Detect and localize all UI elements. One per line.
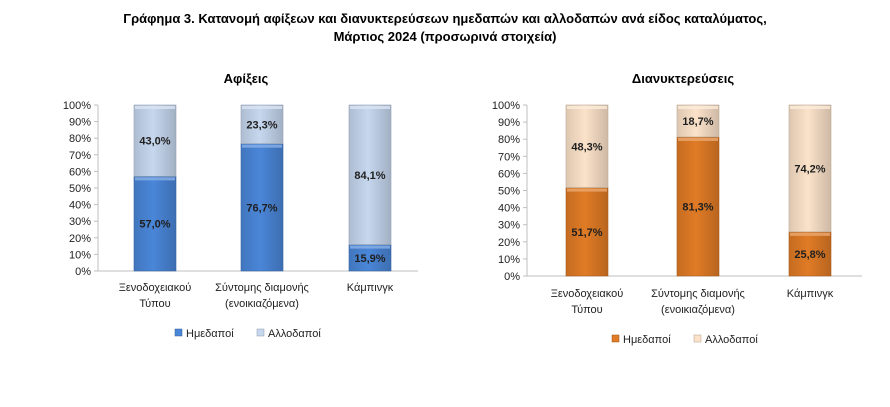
- y-tick-label: 40%: [69, 200, 91, 212]
- y-tick-label: 0%: [75, 266, 91, 278]
- bar-highlight: [567, 106, 607, 109]
- data-label: 25,8%: [794, 249, 825, 261]
- y-tick-label: 50%: [69, 183, 91, 195]
- legend-swatch: [693, 334, 702, 343]
- data-label: 74,2%: [794, 163, 825, 175]
- category-label: Ξενοδοχειακού: [119, 282, 192, 294]
- y-tick-label: 0%: [504, 271, 520, 283]
- bar-segment-foreign: [348, 104, 392, 245]
- y-tick-label: 40%: [498, 203, 520, 215]
- y-tick-label: 10%: [69, 249, 91, 261]
- data-label: 48,3%: [571, 141, 602, 153]
- category-label: Ξενοδοχειακού: [551, 288, 624, 300]
- bar-highlight: [790, 106, 830, 109]
- bar-highlight: [350, 245, 390, 249]
- category-label: Τύπου: [139, 298, 170, 310]
- chart-title: Διανυκτερεύσεις: [632, 71, 734, 86]
- bar-segment-foreign: [788, 104, 832, 233]
- data-label: 76,7%: [246, 202, 277, 214]
- bar-segment-foreign: [676, 104, 720, 138]
- legend-item-domestic: Ημεδαποί: [611, 334, 671, 346]
- category-label: Σύντομης διαμονής: [215, 282, 309, 294]
- legend-item-domestic: Ημεδαποί: [174, 328, 234, 340]
- category-label: Κάμπινγκ: [787, 288, 834, 300]
- y-tick-label: 20%: [498, 237, 520, 249]
- data-label: 57,0%: [139, 219, 170, 231]
- bar-highlight: [678, 137, 718, 141]
- y-tick-label: 60%: [69, 166, 91, 178]
- y-tick-label: 70%: [69, 150, 91, 162]
- y-tick-label: 80%: [69, 133, 91, 145]
- legend-swatch: [611, 334, 620, 343]
- y-tick-label: 50%: [498, 186, 520, 198]
- bar-segment-foreign: [133, 104, 177, 177]
- data-label: 51,7%: [571, 227, 602, 239]
- y-tick-label: 20%: [69, 233, 91, 245]
- y-tick-label: 70%: [498, 151, 520, 163]
- figure-title-line2: Μάρτιος 2024 (προσωρινά στοιχεία): [333, 29, 557, 44]
- data-label: 84,1%: [354, 170, 385, 182]
- bar-highlight: [242, 106, 282, 109]
- figure-title: Γράφημα 3. Κατανομή αφίξεων και διανυκτε…: [0, 10, 890, 46]
- bar-highlight: [790, 232, 830, 236]
- bar-highlight: [350, 106, 390, 109]
- legend-swatch: [174, 328, 183, 337]
- y-tick-label: 100%: [63, 100, 91, 112]
- y-tick-label: 100%: [492, 100, 520, 112]
- data-label: 43,0%: [139, 136, 170, 148]
- legend-label: Ημεδαποί: [186, 328, 234, 340]
- category-label: Κάμπινγκ: [347, 282, 394, 294]
- data-label: 81,3%: [682, 201, 713, 213]
- bar-highlight: [678, 106, 718, 109]
- bar-segment-domestic: [565, 187, 609, 277]
- y-tick-label: 60%: [498, 168, 520, 180]
- legend-swatch: [256, 328, 265, 337]
- bar-segment-foreign: [240, 104, 284, 144]
- data-label: 15,9%: [354, 253, 385, 265]
- legend-item-foreign: Αλλοδαποί: [693, 334, 758, 346]
- bar-highlight: [135, 177, 175, 181]
- bar-segment-domestic: [676, 136, 720, 277]
- y-tick-label: 10%: [498, 254, 520, 266]
- legend-item-foreign: Αλλοδαποί: [256, 328, 321, 340]
- category-label: Τύπου: [571, 304, 602, 316]
- legend-label: Αλλοδαποί: [705, 334, 758, 346]
- y-tick-label: 30%: [498, 220, 520, 232]
- bar-highlight: [567, 188, 607, 192]
- y-tick-label: 80%: [498, 134, 520, 146]
- y-tick-label: 30%: [69, 216, 91, 228]
- bar-highlight: [135, 106, 175, 109]
- bar-segment-domestic: [348, 244, 392, 272]
- data-label: 23,3%: [246, 119, 277, 131]
- bar-segment-domestic: [133, 176, 177, 272]
- category-label: (ενοικιαζόμενα): [225, 298, 299, 310]
- category-label: Σύντομης διαμονής: [651, 288, 745, 300]
- bar-highlight: [242, 144, 282, 148]
- y-tick-label: 90%: [498, 117, 520, 129]
- category-label: (ενοικιαζόμενα): [661, 304, 735, 316]
- data-label: 18,7%: [682, 116, 713, 128]
- legend-label: Ημεδαποί: [623, 334, 671, 346]
- chart-title: Αφίξεις: [224, 71, 269, 86]
- y-tick-label: 90%: [69, 117, 91, 129]
- bar-segment-foreign: [565, 104, 609, 188]
- legend-label: Αλλοδαποί: [268, 328, 321, 340]
- figure-title-line1: Γράφημα 3. Κατανομή αφίξεων και διανυκτε…: [123, 11, 767, 26]
